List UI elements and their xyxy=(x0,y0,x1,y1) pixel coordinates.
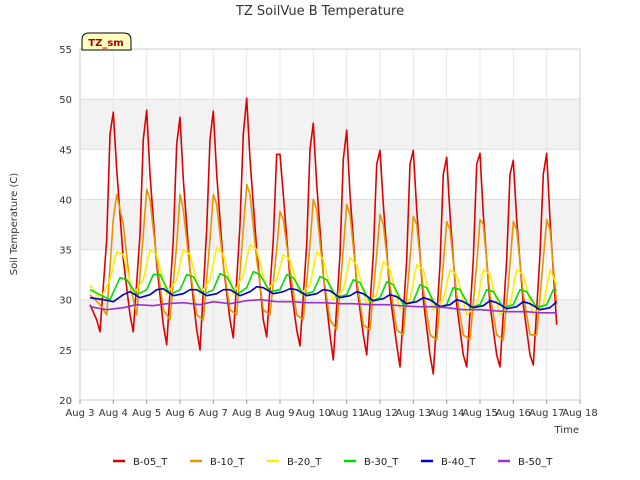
x-tick-label: Aug 6 xyxy=(165,408,194,419)
y-tick-label: 50 xyxy=(59,95,72,106)
plot-band xyxy=(80,99,580,150)
legend-item: B-40_T xyxy=(421,457,476,468)
legend-label: B-05_T xyxy=(133,457,168,468)
x-tick-label: Aug 9 xyxy=(265,408,294,419)
x-tick-label: Aug 5 xyxy=(132,408,161,419)
y-tick-labels: 20 25 30 35 40 45 50 55 xyxy=(59,45,72,407)
legend: B-05_T B-10_T B-20_T B-30_T B-40_T B-50_T xyxy=(113,457,553,468)
series-line-b-10-t xyxy=(89,183,558,341)
x-tick-label: Aug 4 xyxy=(99,408,128,419)
plot-band xyxy=(80,199,580,250)
plot-border xyxy=(79,48,581,401)
legend-item: B-05_T xyxy=(113,457,168,468)
y-axis-label: Soil Temperature (C) xyxy=(9,173,20,276)
x-tick-label: Aug 10 xyxy=(296,408,331,419)
annotation-label: TZ_sm xyxy=(88,38,123,49)
annotation-box: TZ_sm xyxy=(81,32,132,51)
legend-label: B-20_T xyxy=(287,457,322,468)
x-axis-label: Time xyxy=(554,425,579,436)
legend-item: B-20_T xyxy=(267,457,322,468)
x-tick-label: Aug 3 xyxy=(65,408,94,419)
x-tick-label: Aug 14 xyxy=(429,408,464,419)
x-tick-label: Aug 7 xyxy=(199,408,228,419)
series-line-b-20-t xyxy=(89,243,558,316)
x-tick-label: Aug 12 xyxy=(362,408,397,419)
y-tick-label: 35 xyxy=(59,246,72,257)
x-tick-label: Aug 11 xyxy=(329,408,364,419)
legend-item: B-10_T xyxy=(190,457,245,468)
x-tick-label: Aug 17 xyxy=(529,408,564,419)
y-tick-label: 25 xyxy=(59,346,72,357)
x-tick-label: Aug 8 xyxy=(232,408,261,419)
plot-bands xyxy=(80,49,580,400)
x-tick-label: Aug 13 xyxy=(396,408,431,419)
series-line-b-40-t xyxy=(89,285,558,311)
y-tick-label: 45 xyxy=(59,145,72,156)
legend-label: B-50_T xyxy=(518,457,553,468)
series-line-b-50-t xyxy=(89,298,557,314)
y-tick-label: 40 xyxy=(59,195,72,206)
chart-title: TZ SoilVue B Temperature xyxy=(235,4,404,19)
legend-label: B-10_T xyxy=(210,457,245,468)
x-tick-label: Aug 18 xyxy=(562,408,597,419)
series-line-b-30-t xyxy=(89,270,557,309)
legend-label: B-30_T xyxy=(364,457,399,468)
x-tick-label: Aug 15 xyxy=(462,408,497,419)
legend-item: B-30_T xyxy=(344,457,399,468)
x-tick-labels: Aug 3 Aug 4 Aug 5 Aug 6 Aug 7 Aug 8 Aug 9 Aug 1… xyxy=(65,400,598,419)
x-tick-label: Aug 16 xyxy=(496,408,531,419)
y-tick-label: 30 xyxy=(59,296,72,307)
series-lines xyxy=(89,97,558,375)
plot-band xyxy=(80,149,580,200)
legend-item: B-50_T xyxy=(498,457,553,468)
y-tick-label: 55 xyxy=(59,45,72,56)
legend-label: B-40_T xyxy=(441,457,476,468)
plot-band xyxy=(80,349,580,400)
plot-band xyxy=(80,49,580,100)
y-tick-label: 20 xyxy=(59,396,72,407)
